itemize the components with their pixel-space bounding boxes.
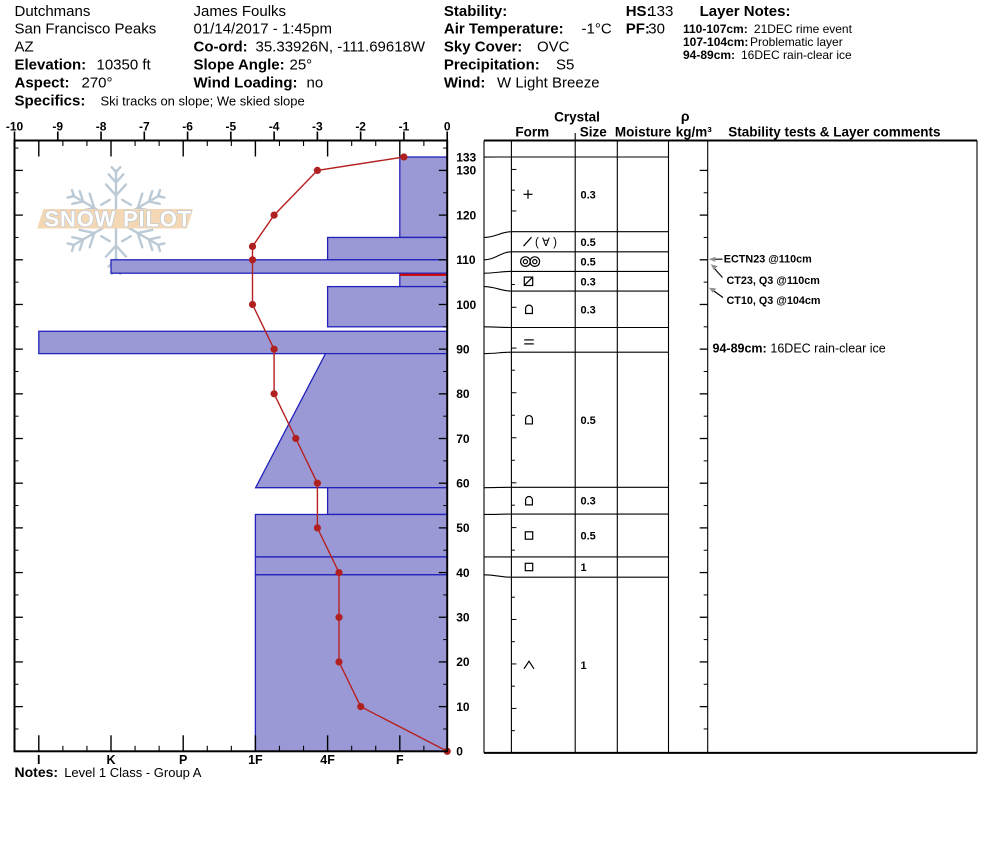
svg-text:F: F <box>396 753 404 767</box>
svg-text:110: 110 <box>456 253 476 267</box>
svg-text:10350 ft: 10350 ft <box>97 57 152 74</box>
svg-text:no: no <box>307 74 324 91</box>
svg-text:-8: -8 <box>96 120 107 134</box>
svg-text:1: 1 <box>581 660 587 672</box>
svg-text:P: P <box>179 753 187 767</box>
svg-text:Problematic layer: Problematic layer <box>750 35 843 49</box>
svg-text:20: 20 <box>456 655 470 669</box>
svg-text:-3: -3 <box>312 120 323 134</box>
svg-text:0.5: 0.5 <box>581 415 596 427</box>
svg-text:Aspect:: Aspect: <box>15 74 70 91</box>
svg-text:I: I <box>37 753 40 767</box>
svg-text:0: 0 <box>456 745 463 759</box>
svg-text:16DEC rain-clear ice: 16DEC rain-clear ice <box>741 48 852 62</box>
svg-text:0.5: 0.5 <box>581 237 596 249</box>
svg-text:PF:: PF: <box>626 21 650 38</box>
svg-text:Sky Cover:: Sky Cover: <box>444 39 522 56</box>
svg-text:Air Temperature:: Air Temperature: <box>444 21 564 38</box>
svg-text:0.3: 0.3 <box>581 276 596 288</box>
svg-text:Ski tracks on slope; We skied: Ski tracks on slope; We skied slope <box>101 93 305 108</box>
svg-text:Precipitation:: Precipitation: <box>444 57 540 74</box>
svg-text:1: 1 <box>581 562 587 574</box>
svg-text:kg/m³: kg/m³ <box>676 125 713 140</box>
svg-text:-5: -5 <box>226 120 237 134</box>
svg-text:-1°C: -1°C <box>582 21 612 38</box>
svg-text:Co-ord:: Co-ord: <box>194 39 248 56</box>
svg-text:Stability tests & Layer commen: Stability tests & Layer comments <box>728 125 940 140</box>
svg-text:Specifics:: Specifics: <box>15 92 86 109</box>
svg-text:-1: -1 <box>399 120 410 134</box>
svg-text:-2: -2 <box>355 120 366 134</box>
svg-text:( ∀ ): ( ∀ ) <box>535 237 557 249</box>
svg-text:-7: -7 <box>139 120 150 134</box>
svg-text:-9: -9 <box>52 120 63 134</box>
svg-text:270°: 270° <box>82 74 113 91</box>
svg-text:CT23, Q3 @110cm: CT23, Q3 @110cm <box>727 275 820 287</box>
svg-text:133: 133 <box>648 3 673 20</box>
svg-text:San Francisco Peaks: San Francisco Peaks <box>15 21 157 38</box>
svg-text:133: 133 <box>456 150 476 164</box>
svg-text:107-104cm:: 107-104cm: <box>683 35 748 49</box>
svg-text:ρ: ρ <box>681 108 690 124</box>
svg-text:Notes:: Notes: <box>15 764 59 780</box>
svg-text:K: K <box>106 753 115 767</box>
svg-text:Slope Angle:: Slope Angle: <box>194 57 285 74</box>
svg-text:110-107cm:: 110-107cm: <box>683 22 748 36</box>
svg-text:130: 130 <box>456 164 476 178</box>
svg-text:Elevation:: Elevation: <box>15 57 87 74</box>
svg-text:0: 0 <box>444 120 451 134</box>
svg-text:AZ: AZ <box>15 39 34 56</box>
svg-text:90: 90 <box>456 342 470 356</box>
svg-text:4F: 4F <box>320 753 335 767</box>
svg-text:Wind:: Wind: <box>444 74 486 91</box>
svg-text:0.5: 0.5 <box>581 531 596 543</box>
svg-text:40: 40 <box>456 566 470 580</box>
svg-text:80: 80 <box>456 387 470 401</box>
svg-text:Form: Form <box>515 125 549 140</box>
svg-text:S5: S5 <box>556 57 574 74</box>
svg-text:-10: -10 <box>6 120 24 134</box>
svg-text:SNOW PILOT: SNOW PILOT <box>45 207 192 232</box>
svg-text:Level 1 Class - Group A: Level 1 Class - Group A <box>64 765 202 780</box>
svg-text:Dutchmans: Dutchmans <box>15 3 91 20</box>
svg-text:0.5: 0.5 <box>581 257 596 269</box>
svg-text:21DEC rime event: 21DEC rime event <box>754 22 853 36</box>
svg-text:Layer Notes:: Layer Notes: <box>700 3 791 20</box>
svg-text:Crystal: Crystal <box>554 110 600 125</box>
svg-text:Wind Loading:: Wind Loading: <box>194 74 298 91</box>
svg-text:0.3: 0.3 <box>581 304 596 316</box>
svg-text:0.3: 0.3 <box>581 189 596 201</box>
svg-text:HS:: HS: <box>626 3 652 20</box>
svg-text:60: 60 <box>456 477 470 491</box>
svg-text:OVC: OVC <box>537 39 570 56</box>
svg-text:CT10, Q3 @104cm: CT10, Q3 @104cm <box>727 295 821 307</box>
svg-text:94-89cm:: 94-89cm: <box>713 342 767 356</box>
svg-text:94-89cm:: 94-89cm: <box>683 48 735 62</box>
svg-text:-6: -6 <box>182 120 193 134</box>
svg-text:120: 120 <box>456 208 476 222</box>
svg-text:35.33926N, -111.69618W: 35.33926N, -111.69618W <box>256 39 426 56</box>
svg-text:10: 10 <box>456 700 470 714</box>
svg-text:30: 30 <box>456 611 470 625</box>
svg-text:Stability:: Stability: <box>444 3 507 20</box>
svg-text:1F: 1F <box>248 753 263 767</box>
svg-text:30: 30 <box>648 21 665 38</box>
svg-text:Size: Size <box>580 125 608 140</box>
svg-text:ECTN23 @110cm: ECTN23 @110cm <box>724 254 812 266</box>
svg-text:50: 50 <box>456 521 470 535</box>
svg-text:-4: -4 <box>269 120 280 134</box>
svg-text:James Foulks: James Foulks <box>194 3 287 20</box>
svg-text:W Light Breeze: W Light Breeze <box>497 74 600 91</box>
svg-text:25°: 25° <box>290 57 313 74</box>
svg-text:100: 100 <box>456 298 476 312</box>
svg-text:01/14/2017 - 1:45pm: 01/14/2017 - 1:45pm <box>194 21 332 38</box>
svg-text:16DEC rain-clear ice: 16DEC rain-clear ice <box>770 342 885 356</box>
svg-text:Moisture: Moisture <box>615 125 672 140</box>
svg-text:70: 70 <box>456 432 470 446</box>
svg-text:0.3: 0.3 <box>581 496 596 508</box>
